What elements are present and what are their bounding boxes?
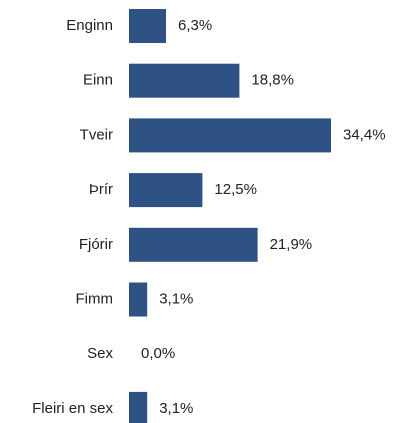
value-label: 21,9%	[270, 236, 313, 253]
bar	[129, 391, 148, 423]
value-label: 12,5%	[214, 181, 257, 198]
category-label: Fleiri en sex	[32, 400, 113, 417]
category-label: Fimm	[76, 290, 114, 307]
bar	[129, 173, 203, 208]
value-label: 34,4%	[343, 126, 386, 143]
bar	[129, 63, 240, 98]
bar	[129, 227, 258, 262]
bar	[129, 9, 166, 43]
value-label: 3,1%	[159, 290, 193, 307]
value-label: 3,1%	[159, 400, 193, 417]
category-label: Einn	[83, 72, 113, 89]
value-label: 0,0%	[141, 345, 175, 362]
category-label: Sex	[87, 345, 113, 362]
category-label: Fjórir	[79, 236, 113, 253]
value-label: 6,3%	[178, 17, 212, 34]
bar	[129, 118, 331, 153]
category-label: Tveir	[80, 126, 113, 143]
category-label: Enginn	[66, 17, 113, 34]
value-label: 18,8%	[251, 72, 294, 89]
bar	[129, 282, 148, 317]
category-label: Þrír	[89, 181, 113, 198]
